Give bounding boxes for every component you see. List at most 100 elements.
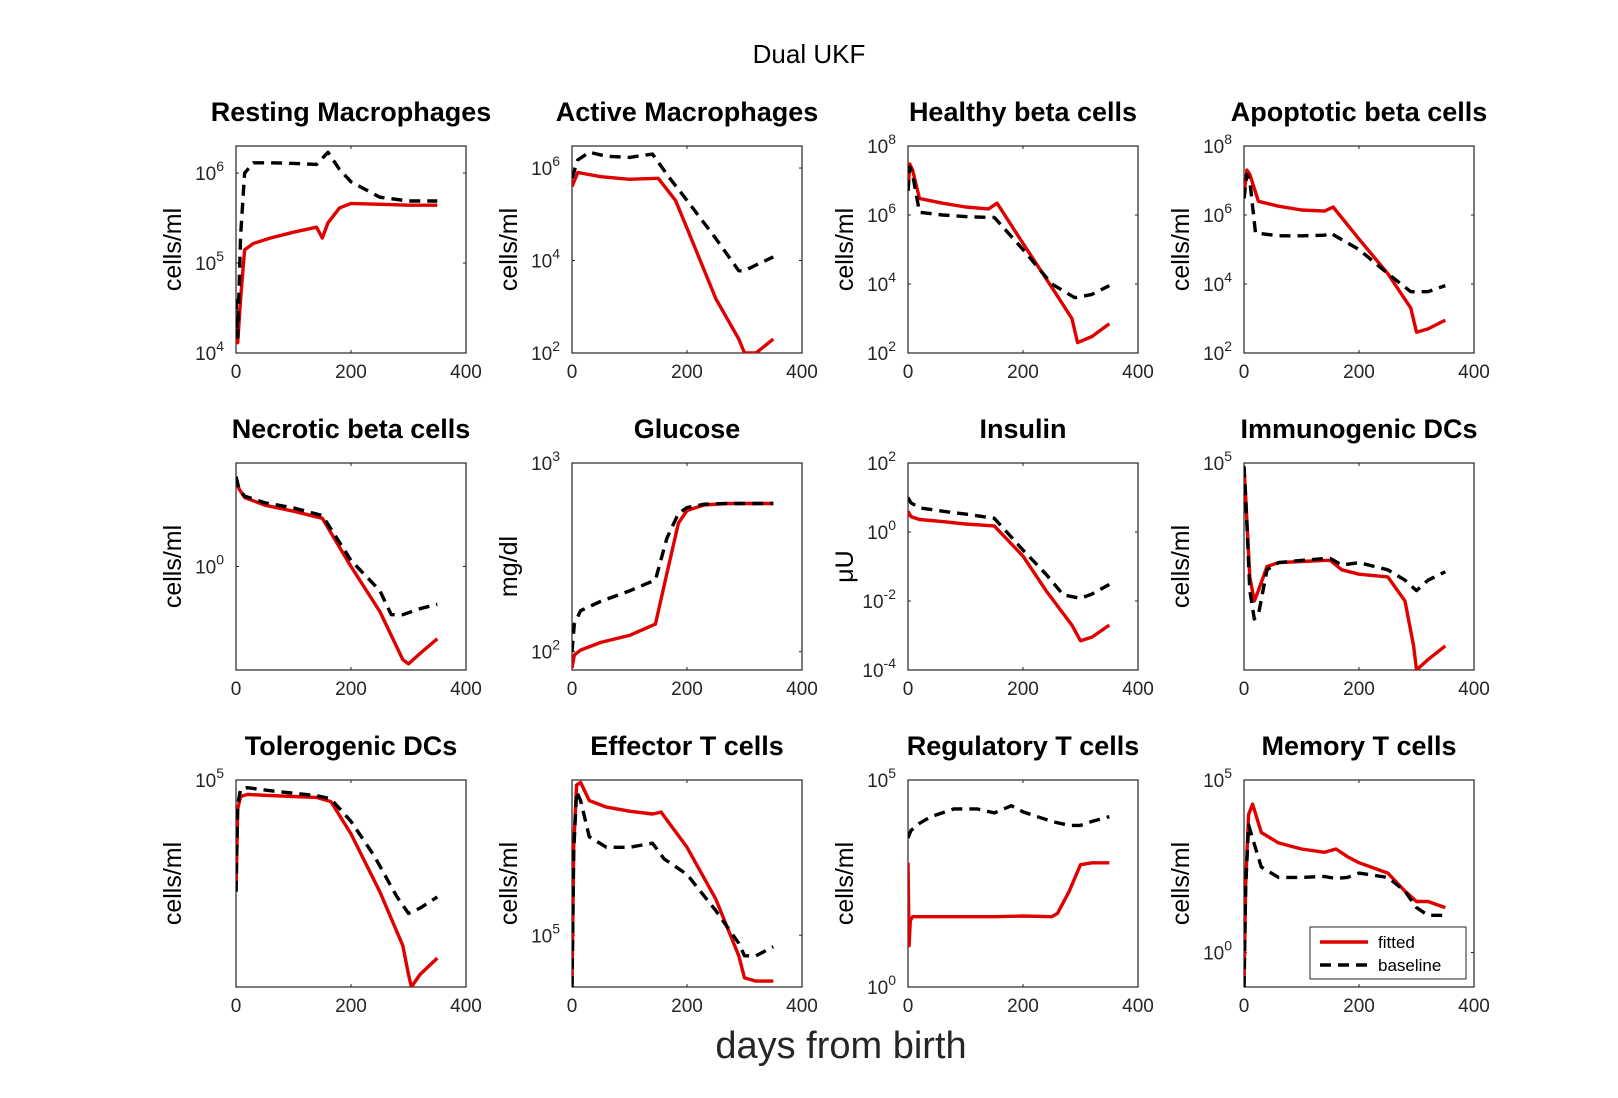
- y-tick-label: 102: [531, 338, 560, 365]
- plot-area: [1243, 145, 1475, 354]
- plot-area: [571, 145, 803, 354]
- x-tick-label: 0: [1239, 679, 1250, 700]
- panel-regulatory-t-cells: Regulatory T cells cells/ml 0 200 400 100 105: [831, 731, 1154, 1017]
- plot-area: [235, 779, 467, 988]
- y-axis-label: cells/ml: [495, 208, 523, 291]
- panel-title: Tolerogenic DCs: [245, 731, 458, 761]
- y-tick-label: 100: [867, 972, 896, 999]
- y-tick-label: 102: [1203, 338, 1232, 365]
- y-tick-label: 102: [531, 637, 560, 664]
- y-tick-label: 106: [1203, 200, 1232, 227]
- series-line-baseline: [908, 804, 1110, 839]
- x-tick-label: 200: [1343, 362, 1375, 383]
- series-group: [908, 496, 1111, 643]
- series-group: [572, 501, 774, 669]
- panel-title: Resting Macrophages: [211, 97, 492, 127]
- x-tick-label: 200: [1343, 996, 1375, 1017]
- y-axis-label: cells/ml: [159, 842, 187, 925]
- x-tick-label: 0: [567, 996, 578, 1017]
- x-tick-label: 400: [786, 679, 818, 700]
- series-group: [1244, 168, 1447, 334]
- y-tick-label: 105: [195, 248, 224, 275]
- series-group: [908, 162, 1111, 345]
- panel-title: Apoptotic beta cells: [1231, 97, 1488, 127]
- x-tick-label: 400: [1122, 362, 1154, 383]
- y-tick-label: 105: [195, 765, 224, 792]
- y-tick-label: 100: [867, 517, 896, 544]
- panel-glucose: Glucose mg/dl 0 200 400 102 103: [495, 414, 818, 700]
- panel-insulin: Insulin μU 0 200 400 10-4 10-2 100 102: [831, 414, 1154, 700]
- series-group: [572, 150, 775, 353]
- series-line-baseline: [908, 496, 1111, 600]
- series-line-baseline: [572, 150, 775, 273]
- series-line-fitted: [236, 201, 438, 345]
- y-tick-label: 10-2: [862, 586, 896, 613]
- x-tick-label: 400: [1122, 996, 1154, 1017]
- series-group: [572, 780, 775, 987]
- x-tick-label: 200: [1007, 362, 1039, 383]
- y-tick-label: 108: [1203, 131, 1232, 158]
- series-line-baseline: [908, 165, 1111, 300]
- x-tick-label: 400: [1122, 679, 1154, 700]
- series-group: [236, 786, 439, 987]
- panel-title: Glucose: [634, 414, 741, 444]
- x-tick-label: 0: [231, 996, 242, 1017]
- panel-title: Necrotic beta cells: [232, 414, 471, 444]
- x-tick-label: 400: [1458, 996, 1490, 1017]
- plot-area: [235, 145, 467, 354]
- y-axis-label: cells/ml: [831, 842, 859, 925]
- x-tick-label: 200: [335, 362, 367, 383]
- panel-resting-macrophages: Resting Macrophages cells/ml 0 200 400 104 105…: [159, 97, 491, 383]
- y-axis-label: cells/ml: [159, 208, 187, 291]
- series-line-fitted: [1244, 466, 1447, 670]
- panel-tolerogenic-dcs: Tolerogenic DCs cells/ml 0 200 400 105: [159, 731, 482, 1017]
- x-tick-label: 0: [231, 362, 242, 383]
- plot-area: [571, 779, 803, 988]
- panel-immunogenic-dcs: Immunogenic DCs cells/ml 0 200 400 105: [1167, 414, 1490, 700]
- y-tick-label: 10-4: [862, 655, 896, 682]
- panel-title: Active Macrophages: [556, 97, 819, 127]
- x-tick-label: 400: [450, 996, 482, 1017]
- y-tick-label: 104: [867, 269, 896, 296]
- y-axis-label: cells/ml: [831, 208, 859, 291]
- plot-area: [907, 779, 1139, 988]
- x-tick-label: 0: [231, 679, 242, 700]
- x-axis-label: days from birth: [715, 1025, 966, 1067]
- series-line-baseline: [1244, 823, 1446, 987]
- y-tick-label: 102: [867, 448, 896, 475]
- series-group: [1244, 466, 1447, 670]
- panel-title: Regulatory T cells: [907, 731, 1140, 761]
- plot-area: [1243, 462, 1475, 671]
- y-tick-label: 106: [531, 153, 560, 180]
- legend-label-fitted: fitted: [1378, 933, 1415, 952]
- y-axis-label: cells/ml: [1167, 842, 1195, 925]
- x-tick-label: 0: [903, 362, 914, 383]
- y-tick-label: 103: [531, 448, 560, 475]
- legend-label-baseline: baseline: [1378, 956, 1441, 975]
- x-tick-label: 0: [1239, 996, 1250, 1017]
- series-group: [236, 150, 438, 345]
- y-tick-label: 100: [1203, 938, 1232, 965]
- x-tick-label: 200: [1343, 679, 1375, 700]
- panel-title: Immunogenic DCs: [1240, 414, 1477, 444]
- y-axis-label: μU: [831, 550, 859, 582]
- panel-apoptotic-beta-cells: Apoptotic beta cells cells/ml 0 200 400 102 10…: [1167, 97, 1490, 383]
- x-tick-label: 200: [671, 679, 703, 700]
- series-line-baseline: [572, 501, 774, 652]
- y-tick-label: 105: [1203, 765, 1232, 792]
- x-tick-label: 200: [671, 996, 703, 1017]
- y-tick-label: 105: [1203, 448, 1232, 475]
- x-tick-label: 0: [903, 996, 914, 1017]
- panel-effector-t-cells: Effector T cells cells/ml 0 200 400 105: [495, 731, 818, 1017]
- x-tick-label: 400: [450, 679, 482, 700]
- y-tick-label: 106: [195, 158, 224, 185]
- x-tick-label: 0: [567, 679, 578, 700]
- panel-title: Insulin: [980, 414, 1067, 444]
- plot-area: [571, 462, 803, 671]
- series-group: [1244, 802, 1446, 987]
- panel-necrotic-beta-cells: Necrotic beta cells cells/ml 0 200 400 100: [159, 414, 482, 700]
- series-group: [908, 804, 1110, 948]
- x-tick-label: 400: [450, 362, 482, 383]
- series-line-fitted: [236, 792, 439, 987]
